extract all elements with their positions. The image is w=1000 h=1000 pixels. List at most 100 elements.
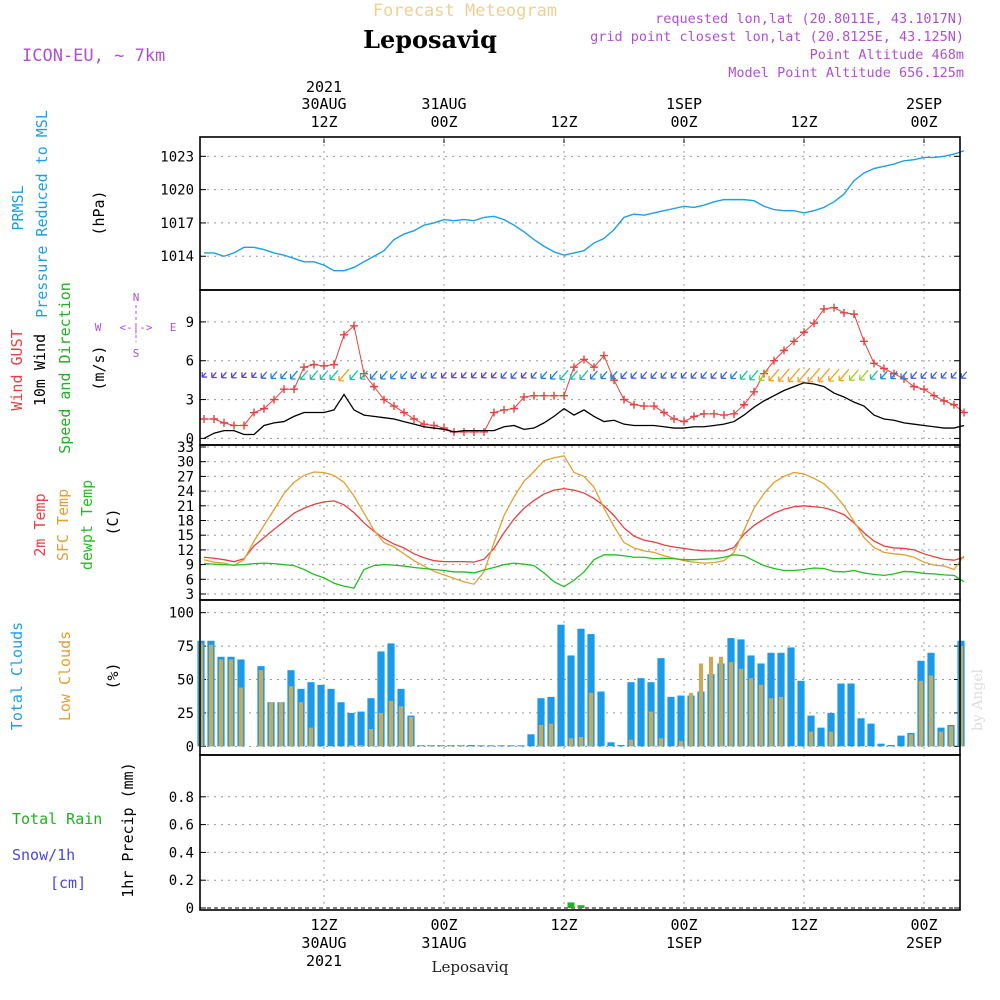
- y-tick-label: 9: [186, 558, 194, 574]
- gust-point: [630, 400, 638, 409]
- total-cloud-bar: [627, 682, 635, 747]
- low-cloud-bar: [458, 744, 464, 747]
- top-axis-label: 12Z: [310, 113, 337, 131]
- total-cloud-bar: [857, 718, 865, 747]
- low-cloud-bar: [828, 731, 834, 747]
- gust-point: [590, 363, 598, 372]
- wind-direction-arrow: [650, 371, 658, 379]
- chart-panels: 1014101710201023036936912151821242730330…: [160, 136, 968, 917]
- watermark: by Angel: [970, 668, 986, 731]
- wind-direction-arrow: [510, 371, 518, 379]
- wind-direction-arrow: [787, 367, 801, 383]
- gust-point: [510, 404, 518, 413]
- low-cloud-bar: [708, 656, 714, 747]
- total-cloud-bar: [617, 744, 625, 747]
- sfc-temp-line: [203, 455, 965, 585]
- wind-direction-arrow: [680, 371, 688, 379]
- wind-panel-labels: Wind GUST 10m Wind Speed and Direction (…: [8, 282, 176, 454]
- low-cloud-bar: [578, 736, 584, 747]
- wind-direction-arrow: [500, 371, 508, 379]
- gust-point: [910, 382, 918, 391]
- wind-direction-arrow: [600, 370, 608, 380]
- prmsl-line: [204, 150, 965, 272]
- gust-point: [860, 337, 868, 346]
- wind-direction-arrow: [559, 369, 569, 381]
- wind-direction-arrow: [380, 370, 388, 380]
- y-tick-label: 24: [177, 484, 194, 500]
- low-cloud-bar: [548, 723, 554, 747]
- wind-direction-arrow: [930, 371, 938, 379]
- top-axis-label: 2SEP: [906, 95, 942, 113]
- wind-direction-arrow: [777, 368, 790, 382]
- low-cloud-bar: [228, 659, 234, 747]
- gust-point: [200, 414, 208, 423]
- low-cloud-bar: [348, 744, 354, 747]
- bottom-axis-label: 00Z: [670, 916, 697, 934]
- dewpt-temp-label: dewpt Temp: [78, 480, 96, 570]
- low-cloud-bar: [588, 692, 594, 747]
- total-cloud-bar: [837, 683, 845, 747]
- pressure-panel-labels: PRMSL Pressure Reduced to MSL (hPa): [9, 110, 108, 318]
- wind-direction-arrow: [270, 371, 278, 380]
- wind-direction-arrow: [848, 369, 859, 381]
- total-cloud-bar: [377, 651, 385, 747]
- wind-direction-arrow: [807, 367, 821, 383]
- temperature-panel-labels: 2m Temp SFC Temp dewpt Temp (C): [31, 480, 122, 570]
- bottom-axis-label: 00Z: [430, 916, 457, 934]
- bottom-axis-label: 2021: [306, 952, 342, 970]
- top-axis-label: 12Z: [790, 113, 817, 131]
- y-tick-label: 27: [177, 469, 194, 485]
- gust-point: [790, 337, 798, 346]
- wind-direction-arrow: [220, 371, 227, 379]
- gust-point: [250, 408, 258, 417]
- total-cloud-bar: [817, 727, 825, 747]
- total-cloud-bar: [637, 678, 645, 747]
- y-tick-label: 0: [186, 431, 194, 447]
- rain-bar: [567, 902, 575, 908]
- wind-direction-arrow: [319, 370, 329, 380]
- wind-direction-arrow: [299, 370, 309, 380]
- total-cloud-bar: [337, 702, 345, 747]
- model-altitude: Model Point Altitude 656.125m: [728, 65, 964, 81]
- gust-point: [340, 330, 348, 339]
- total-cloud-bar: [807, 715, 815, 747]
- low-cloud-bar: [698, 663, 704, 747]
- low-cloud-bar: [678, 740, 684, 747]
- wind-direction-arrow: [950, 371, 958, 379]
- gust-point: [780, 346, 788, 355]
- wind-direction-arrow: [410, 371, 418, 379]
- gust-point: [880, 364, 888, 373]
- bottom-axis-label: 31AUG: [421, 934, 466, 952]
- gust-point: [740, 400, 748, 409]
- gust-point: [930, 391, 938, 400]
- grid-point-coords: grid point closest lon,lat (20.8125E, 43…: [590, 29, 964, 45]
- temperature-frame: [199, 444, 961, 601]
- wind-direction-arrow: [430, 371, 438, 379]
- low-cloud-bar: [738, 668, 744, 747]
- gust-point: [490, 408, 498, 417]
- temp-2m-label: 2m Temp: [31, 493, 49, 556]
- gust-point: [410, 414, 418, 423]
- low-cloud-bar: [448, 744, 454, 747]
- wind-direction-arrow: [369, 370, 378, 380]
- y-tick-label: 15: [177, 528, 194, 544]
- wind-direction-arrow: [569, 370, 579, 380]
- total-cloud-bar: [507, 745, 515, 747]
- gust-point: [850, 310, 858, 319]
- low-cloud-bar: [428, 744, 434, 747]
- wind-direction-arrow: [730, 370, 738, 380]
- prmsl-label: PRMSL: [9, 185, 27, 230]
- wind-direction-arrow: [660, 371, 668, 379]
- gust-point: [390, 402, 398, 411]
- gust-point: [610, 376, 618, 385]
- gust-point: [470, 427, 478, 436]
- forecast-meteogram-label: Forecast Meteogram: [373, 1, 557, 21]
- compass-w: W: [95, 321, 102, 334]
- wind-direction-arrow: [758, 369, 770, 381]
- gust-point: [560, 391, 568, 400]
- wind-direction-arrow: [620, 371, 628, 379]
- wind-direction-arrow: [400, 370, 408, 380]
- total-cloud-bar: [527, 734, 535, 747]
- gust-point: [680, 417, 688, 426]
- y-tick-label: 0.8: [169, 790, 194, 806]
